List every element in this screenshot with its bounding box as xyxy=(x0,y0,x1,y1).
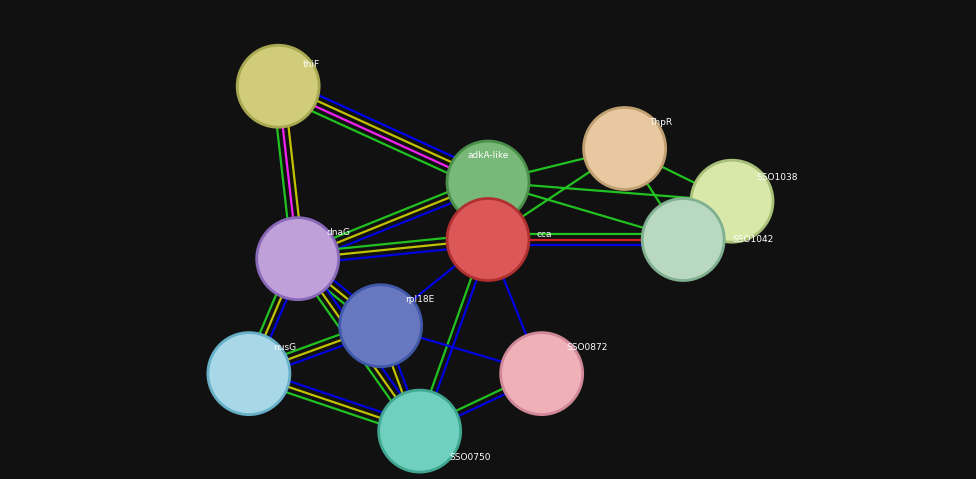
Text: dnaG: dnaG xyxy=(327,228,351,237)
Text: SSO0872: SSO0872 xyxy=(566,343,607,352)
Text: thiF: thiF xyxy=(303,60,320,69)
Text: nusG: nusG xyxy=(273,343,297,352)
Ellipse shape xyxy=(584,107,666,190)
Ellipse shape xyxy=(501,332,583,415)
Text: adkA-like: adkA-like xyxy=(468,151,508,160)
Ellipse shape xyxy=(208,332,290,415)
Ellipse shape xyxy=(642,198,724,281)
Text: rpl18E: rpl18E xyxy=(405,295,434,304)
Text: cca: cca xyxy=(537,230,552,239)
Ellipse shape xyxy=(447,198,529,281)
Ellipse shape xyxy=(237,45,319,127)
Text: SSO0750: SSO0750 xyxy=(449,453,491,462)
Ellipse shape xyxy=(340,285,422,367)
Ellipse shape xyxy=(379,390,461,472)
Text: ThpR: ThpR xyxy=(649,118,672,126)
Ellipse shape xyxy=(691,160,773,242)
Text: SSO1038: SSO1038 xyxy=(756,173,798,182)
Text: SSO1042: SSO1042 xyxy=(732,235,773,244)
Ellipse shape xyxy=(447,141,529,223)
Ellipse shape xyxy=(257,217,339,300)
